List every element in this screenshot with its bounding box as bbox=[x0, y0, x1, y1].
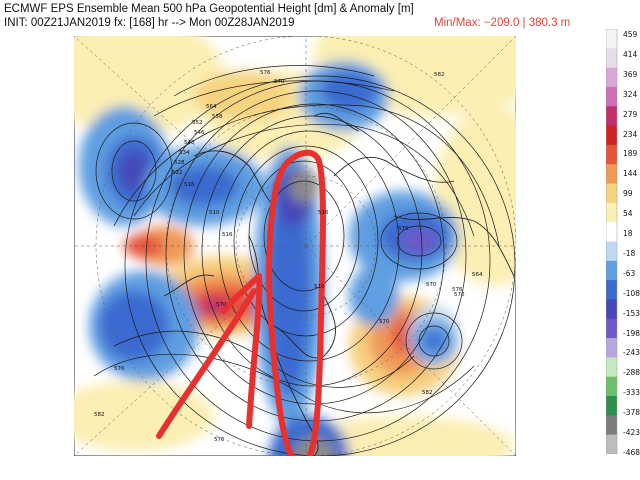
contour-label: 516 bbox=[222, 232, 233, 238]
colorbar-swatch bbox=[606, 48, 617, 69]
colorbar-tick-label: -108 bbox=[623, 288, 640, 298]
colorbar-tick-label: -423 bbox=[623, 428, 640, 437]
colorbar-swatch bbox=[606, 415, 617, 436]
red-oval-annotation bbox=[266, 149, 326, 456]
colorbar-swatch bbox=[606, 241, 617, 262]
colorbar-tick-label: 234 bbox=[623, 129, 638, 139]
contour-label: 582 bbox=[94, 412, 105, 418]
colorbar-tick-label: 414 bbox=[623, 49, 638, 59]
colorbar-swatch bbox=[606, 338, 617, 358]
colorbar-swatch bbox=[606, 376, 617, 397]
colorbar-swatch bbox=[606, 86, 617, 107]
colorbar-tick-label: 54 bbox=[623, 209, 633, 219]
colorbar-tick-label: 18 bbox=[623, 229, 633, 238]
contour-label: 570 bbox=[274, 79, 285, 85]
colorbar-tick-label: -288 bbox=[623, 368, 640, 378]
colorbar-tick-label: -153 bbox=[623, 308, 640, 318]
colorbar-swatch bbox=[606, 260, 617, 281]
colorbar-tick-label: -18 bbox=[623, 248, 636, 258]
contour-label: 564 bbox=[206, 104, 217, 110]
colorbar-swatch bbox=[606, 183, 617, 204]
colorbar-tick-label: -333 bbox=[623, 388, 640, 398]
colorbar-tick-label: 324 bbox=[623, 89, 638, 99]
lat-lon-grid bbox=[74, 36, 516, 456]
colorbar-tick-label: 279 bbox=[623, 109, 638, 119]
red-arrow-annotation bbox=[156, 273, 263, 439]
colorbar-tick-label: 99 bbox=[623, 189, 633, 199]
contour-label: 576 bbox=[114, 366, 125, 372]
anomaly-map: 576 570 564 558 552 546 540 534 528 522 … bbox=[74, 36, 516, 456]
contour-label: 558 bbox=[212, 114, 223, 120]
contour-label: 528 bbox=[174, 160, 185, 166]
contour-label: 570 bbox=[398, 226, 409, 232]
contour-label: 570 bbox=[216, 302, 227, 308]
colorbar-tick-label: 459 bbox=[623, 30, 638, 39]
contour-label: 570 bbox=[379, 319, 390, 325]
contour-label: 516 bbox=[184, 182, 195, 188]
contour-label: 582 bbox=[434, 72, 445, 78]
colorbar-tick-label: -468 bbox=[623, 447, 640, 457]
colorbar-tick-label: 189 bbox=[623, 149, 638, 159]
contour-label: 510 bbox=[209, 210, 220, 216]
colorbar-swatch bbox=[606, 222, 617, 242]
colorbar-tick-label: 144 bbox=[623, 169, 638, 179]
colorbar-swatch bbox=[606, 299, 617, 320]
colorbar-tick-label: 369 bbox=[623, 69, 638, 79]
contour-label: 576 bbox=[452, 287, 463, 293]
colorbar-swatch bbox=[606, 106, 617, 127]
colorbar-swatch bbox=[606, 29, 617, 49]
contour-label: 534 bbox=[179, 150, 190, 156]
contour-label: 576 bbox=[214, 437, 225, 443]
colorbar-swatch bbox=[606, 144, 617, 165]
contour-label: 546 bbox=[194, 130, 205, 136]
min-max-label: Min/Max: −209.0 | 380.3 m bbox=[434, 17, 571, 29]
colorbar-swatch bbox=[606, 434, 617, 454]
contour-label: 576 bbox=[260, 70, 271, 76]
contour-label: 510 bbox=[314, 284, 325, 290]
chart-title: ECMWF EPS Ensemble Mean 500 hPa Geopoten… bbox=[4, 3, 414, 15]
colorbar-frame bbox=[606, 29, 618, 454]
contour-label: 522 bbox=[172, 170, 183, 176]
colorbar-tick-label: -378 bbox=[623, 408, 640, 418]
colorbar-swatch bbox=[606, 164, 617, 185]
contour-label: 570 bbox=[426, 282, 437, 288]
colorbar-swatch bbox=[606, 357, 617, 378]
colorbar-tick-label: -243 bbox=[623, 348, 640, 358]
init-time-label: INIT: 00Z21JAN2019 fx: [168] hr --> Mon … bbox=[4, 17, 295, 29]
colorbar-swatch bbox=[606, 396, 617, 416]
colorbar-swatch bbox=[606, 67, 617, 88]
colorbar-tick-label: -63 bbox=[623, 268, 636, 278]
contour-labels: 576 570 564 558 552 546 540 534 528 522 … bbox=[94, 70, 483, 443]
contour-label: 582 bbox=[422, 390, 433, 396]
colorbar-swatch bbox=[606, 125, 617, 146]
contour-label: 564 bbox=[472, 272, 483, 278]
colorbar bbox=[606, 29, 618, 454]
colorbar-tick-label: -198 bbox=[623, 328, 640, 338]
colorbar-swatch bbox=[606, 202, 617, 223]
contour-label: 552 bbox=[192, 120, 203, 126]
contour-label: 570 bbox=[454, 292, 465, 298]
contour-label: 540 bbox=[184, 140, 195, 146]
colorbar-swatch bbox=[606, 318, 617, 339]
colorbar-swatch bbox=[606, 280, 617, 300]
contour-label: 516 bbox=[318, 210, 329, 216]
